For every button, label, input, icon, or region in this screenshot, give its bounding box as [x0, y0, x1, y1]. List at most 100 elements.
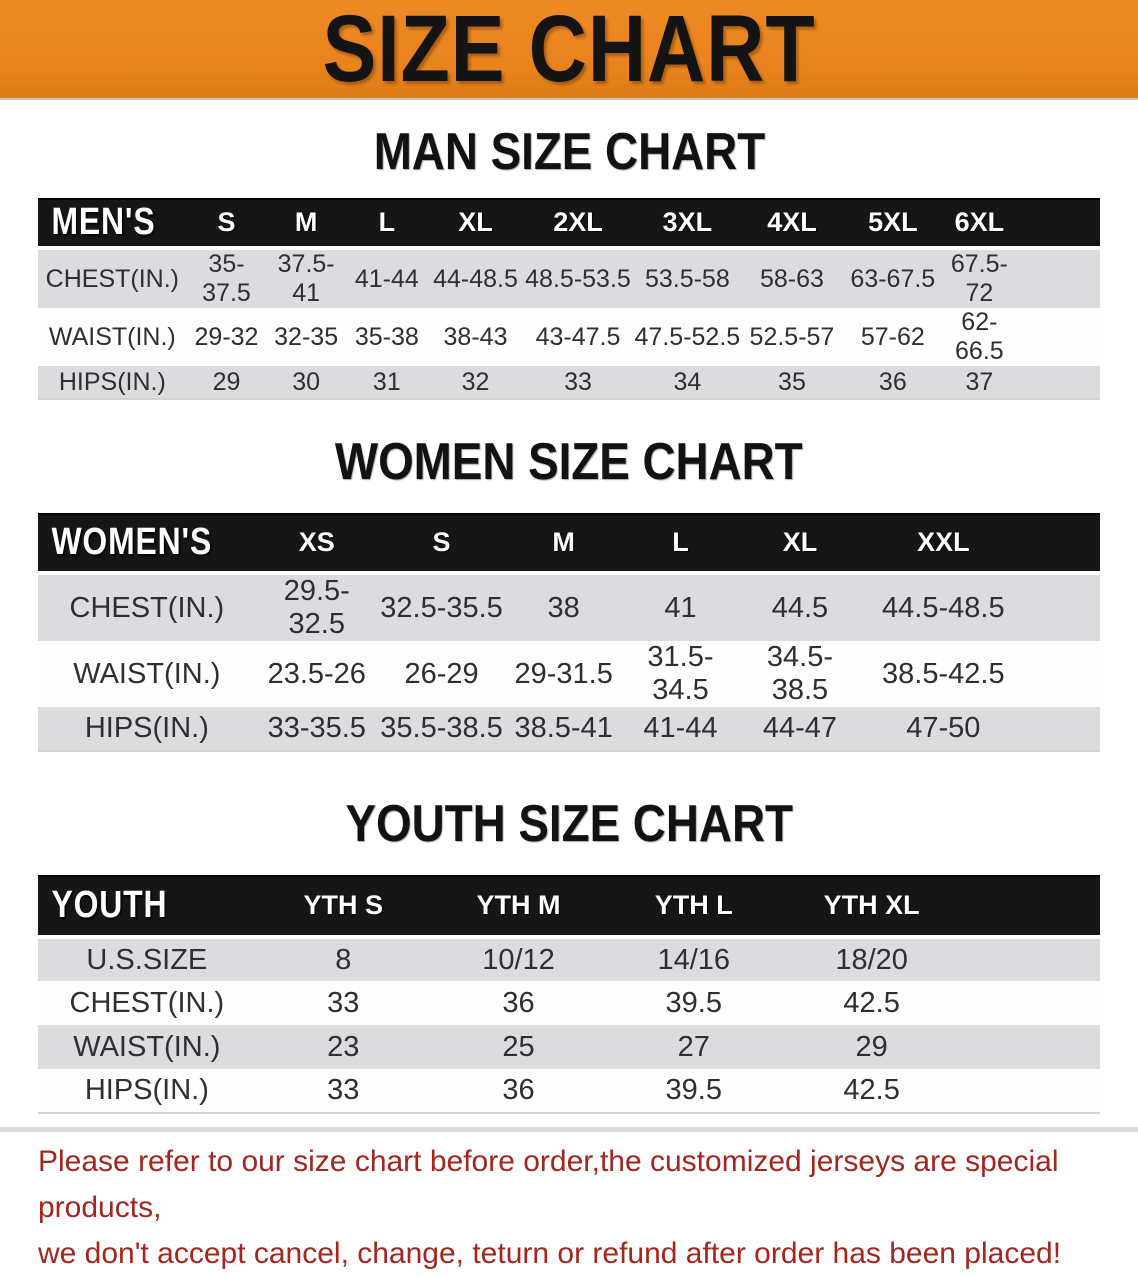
measurement-value: 34 [673, 367, 702, 396]
measurement-value: 57-62 [860, 322, 925, 351]
size-column-header: M [266, 198, 346, 250]
measurement-value: 47-50 [906, 712, 981, 744]
measurement-value: 33 [564, 367, 592, 396]
measurement-label: WAIST(IN.) [48, 322, 176, 351]
measurement-value: 63-67.5 [850, 264, 936, 293]
size-column-header: M [505, 513, 623, 575]
measurement-value: 29-31.5 [514, 657, 613, 690]
size-column-header: 3XL [632, 198, 743, 250]
size-chart-banner: SIZE CHART [0, 0, 1138, 100]
youth-size-chart-heading: YOUTH SIZE CHART [0, 795, 1138, 853]
measurement-value: 67.5-72 [950, 250, 1008, 307]
measurement-value: 32 [461, 367, 490, 396]
measurement-value: 29 [855, 1030, 888, 1063]
measurement-value: 33 [327, 1074, 360, 1106]
measurement-value: 10/12 [482, 943, 555, 976]
measurement-value: 42.5 [843, 1074, 900, 1106]
size-column-header: YTH M [430, 875, 607, 939]
youth-size-chart-heading-text: YOUTH SIZE CHART [345, 795, 793, 853]
row-spacer-cell [1015, 308, 1100, 366]
measurement-value: 39.5 [665, 1074, 722, 1106]
measurement-value: 41-44 [643, 712, 718, 744]
measurement-value: 36 [502, 1074, 535, 1106]
measurement-value: 62-66.5 [955, 308, 1004, 365]
measurement-value: 34.5-38.5 [766, 641, 833, 706]
measurement-label: HIPS(IN.) [58, 367, 166, 396]
measurement-row: CHEST(IN.) 29.5-32.5 32.5-35.5 38 41 44.5 44.5… [38, 573, 1100, 641]
measurement-value: 53.5-58 [644, 264, 730, 293]
size-column-header: L [622, 513, 739, 575]
measurement-value: 35 [778, 367, 806, 396]
row-spacer-cell [962, 981, 1100, 1025]
size-column-header: XS [255, 513, 378, 575]
measurement-value: 42.5 [843, 986, 900, 1019]
measurement-label: HIPS(IN.) [84, 712, 209, 744]
measurement-value: 27 [677, 1030, 710, 1063]
row-spacer-cell [962, 1069, 1100, 1113]
measurement-value: 37 [965, 367, 994, 396]
size-column-header: XXL [861, 513, 1026, 575]
size-column-header: XL [738, 513, 862, 575]
men-size-table: MEN'S S M L XL 2XL 3XL 4XL 5XL 6XL CHEST(IN.) 35-37… [38, 198, 1100, 400]
measurement-row: U.S.SIZE 8 10/12 14/16 18/20 [38, 937, 1100, 981]
bottom-edge-divider [0, 1127, 1138, 1132]
measurement-value: 41-44 [354, 264, 419, 293]
measurement-value: 44-48.5 [433, 264, 518, 293]
measurement-value: 14/16 [657, 943, 731, 976]
women-size-chart-heading-text: WOMEN SIZE CHART [335, 433, 803, 491]
measurement-value: 29 [212, 367, 241, 396]
measurement-value: 44.5 [771, 591, 829, 624]
measurement-value: 41 [664, 591, 697, 624]
table-title-cell: YOUTH [38, 875, 256, 939]
women-size-table: WOMEN'S XS S M L XL XXL CHEST(IN.) 29.5-32.5 32.5… [38, 513, 1100, 752]
disclaimer-line-1: Please refer to our size chart before or… [38, 1145, 1059, 1224]
measurement-label: WAIST(IN.) [73, 657, 221, 690]
measurement-value: 23 [327, 1030, 360, 1063]
measurement-value: 26-29 [404, 657, 479, 690]
table-title-cell: WOMEN'S [38, 513, 256, 575]
measurement-value: 8 [335, 943, 352, 976]
header-spacer-cell [1025, 513, 1100, 575]
measurement-label: CHEST(IN.) [69, 591, 225, 624]
header-spacer-cell [961, 875, 1100, 939]
measurement-value: 44-47 [762, 712, 838, 744]
size-table-header-row: MEN'S S M L XL 2XL 3XL 4XL 5XL 6XL [38, 198, 1100, 250]
size-column-header: S [377, 513, 506, 575]
row-spacer-cell [1015, 248, 1100, 308]
row-spacer-cell [1015, 366, 1100, 399]
order-disclaimer: Please refer to our size chart before or… [38, 1139, 1138, 1277]
measurement-row: HIPS(IN.) 33-35.5 35.5-38.5 38.5-41 41-44 44-… [38, 707, 1100, 751]
measurement-value: 33-35.5 [267, 712, 366, 744]
measurement-row: WAIST(IN.) 23 25 27 29 [38, 1025, 1100, 1069]
man-size-chart-heading-text: MAN SIZE CHART [373, 123, 765, 181]
size-column-header: 6XL [943, 198, 1015, 250]
size-table-header-row: YOUTH YTH S YTH M YTH L YTH XL [38, 875, 1100, 939]
row-spacer-cell [1026, 641, 1100, 707]
measurement-value: 18/20 [835, 943, 908, 976]
measurement-value: 39.5 [665, 986, 722, 1019]
row-spacer-cell [962, 1025, 1100, 1069]
table-title-text: YOUTH [51, 883, 168, 926]
measurement-value: 35.5-38.5 [380, 712, 503, 744]
size-column-header: 4XL [742, 198, 842, 250]
measurement-value: 29-32 [194, 322, 259, 351]
row-spacer-cell [1026, 707, 1100, 751]
youth-size-table: YOUTH YTH S YTH M YTH L YTH XL U.S.SIZE 8 10/12… [38, 875, 1100, 1114]
disclaimer-line-2: we don't accept cancel, change, teturn o… [38, 1237, 1062, 1270]
size-table-header-row: WOMEN'S XS S M L XL XXL [38, 513, 1100, 575]
row-spacer-cell [962, 937, 1100, 981]
measurement-value: 23.5-26 [267, 657, 366, 690]
measurement-row: WAIST(IN.) 23.5-26 26-29 29-31.5 31.5-34.5 34… [38, 641, 1100, 707]
measurement-value: 37.5-41 [277, 250, 335, 307]
size-column-header: YTH XL [781, 875, 962, 939]
measurement-value: 38-43 [443, 322, 508, 351]
size-column-header: YTH L [606, 875, 782, 939]
measurement-value: 31 [372, 367, 401, 396]
measurement-value: 38 [547, 591, 580, 624]
measurement-value: 36 [878, 367, 907, 396]
table-title-text: MEN'S [51, 200, 156, 243]
measurement-value: 35-38 [354, 322, 419, 351]
measurement-label: WAIST(IN.) [73, 1030, 221, 1063]
measurement-value: 35-37.5 [202, 250, 251, 307]
measurement-value: 33 [327, 986, 360, 1019]
